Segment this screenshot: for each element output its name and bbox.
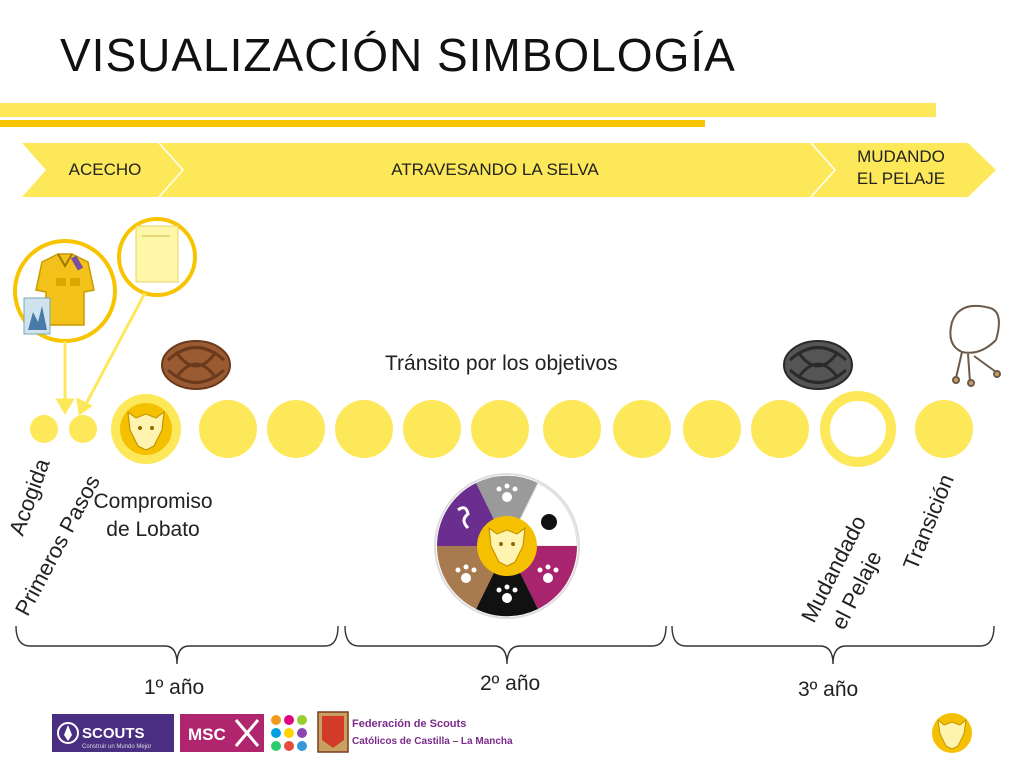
card-zoom [117, 217, 197, 297]
circle-objetivo [199, 400, 257, 458]
year-label-2: 2º año [480, 672, 541, 695]
circle-mudando-ring [820, 391, 896, 467]
circle-objetivo [267, 400, 325, 458]
circle-objetivo [403, 400, 461, 458]
wheel-segment-grey [476, 475, 538, 546]
circle-objetivo [613, 400, 671, 458]
federacion-logo-line2: Católicos de Castilla – La Mancha [352, 736, 513, 747]
cord-necklace-icon [949, 304, 1001, 387]
dots-logo [271, 715, 307, 751]
grey-knot-icon [783, 340, 853, 390]
book-icon [23, 297, 51, 335]
phase-chevron-acecho [22, 143, 182, 197]
year-label-3: 3º año [798, 678, 859, 701]
phase-label-acecho: ACECHO [68, 160, 142, 179]
circle-acogida [30, 415, 58, 443]
page-title: VISUALIZACIÓN SIMBOLOGÍA [60, 29, 736, 81]
wolf-corner-icon [932, 713, 972, 753]
phase-label-mudando: MUDANDO EL PELAJE [856, 147, 946, 188]
circle-objetivo [471, 400, 529, 458]
label-compromiso: Compromiso de Lobato [93, 490, 213, 541]
transit-label: Tránsito por los objetivos [385, 352, 618, 375]
progression-wheel [434, 473, 580, 619]
phase-chevron-selva [160, 143, 834, 197]
timeline-circles [30, 394, 973, 464]
phase-label-selva: ATRAVESANDO LA SELVA [391, 160, 599, 179]
card-icon [135, 225, 179, 283]
title-underline-bar [0, 103, 936, 117]
circle-objetivo [683, 400, 741, 458]
msc-logo: MSC [180, 714, 264, 752]
circle-objetivo [543, 400, 601, 458]
year-braces [15, 625, 995, 665]
wheel-segment-black [476, 546, 538, 617]
phase-chevrons [22, 143, 996, 197]
federacion-logo-line1: Federación de Scouts [352, 718, 466, 730]
phase-chevron-mudando [812, 143, 996, 197]
scouts-logo-tagline: Construir un Mundo Mejor [82, 744, 151, 750]
zoom-arrows [55, 292, 147, 416]
msc-logo-text: MSC [188, 725, 226, 744]
federacion-logo: Federación de Scouts Católicos de Castil… [317, 711, 513, 753]
circle-objetivo [751, 400, 809, 458]
uniform-zoom [13, 239, 117, 343]
brown-knot-icon [161, 340, 231, 390]
year-label-1: 1º año [144, 676, 205, 699]
wolf-badge-icon [120, 403, 172, 455]
title-underline-accent [0, 120, 705, 127]
circle-primeros-pasos [69, 415, 97, 443]
circle-objetivo [335, 400, 393, 458]
circle-objetivo [915, 400, 973, 458]
scouts-logo-text: SCOUTS [82, 725, 145, 742]
scouts-logo: SCOUTS Construir un Mundo Mejor [52, 714, 174, 752]
